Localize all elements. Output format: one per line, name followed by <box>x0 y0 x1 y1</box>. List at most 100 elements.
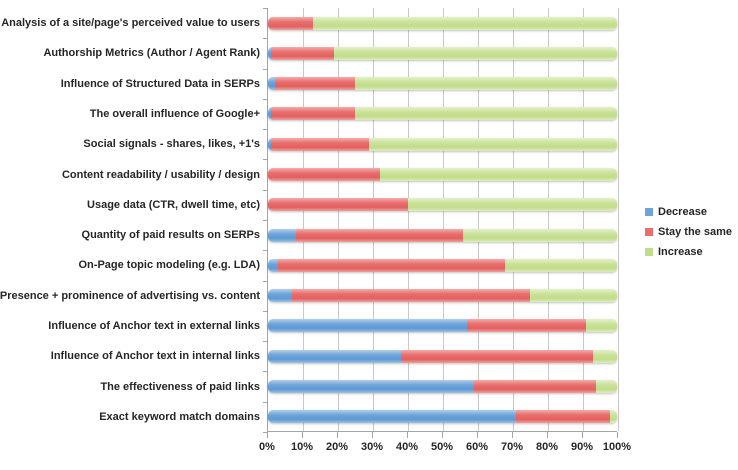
bar-segment-increase <box>379 168 617 182</box>
bar-segment-increase <box>592 349 617 363</box>
y-axis-tick <box>263 68 268 70</box>
bar-segment-stay-the-same <box>268 16 314 30</box>
category-label: On-Page topic modeling (e.g. LDA) <box>78 259 261 272</box>
bar-segment-increase <box>463 228 617 242</box>
x-tick-label: 100% <box>602 441 632 453</box>
bar-segment-decrease <box>268 107 272 121</box>
bar-segment-decrease <box>268 77 275 91</box>
x-tick-label: 30% <box>360 441 384 453</box>
stacked-bar <box>268 410 617 424</box>
gridline <box>303 8 304 431</box>
y-axis-tick <box>263 250 268 252</box>
x-axis-tick <box>442 432 443 438</box>
legend-swatch-decrease <box>645 208 653 216</box>
bar-row <box>268 402 617 432</box>
y-axis-tick <box>263 371 268 373</box>
stacked-bar <box>268 77 617 91</box>
bar-segment-increase <box>585 319 617 333</box>
legend-item: Decrease <box>645 206 732 218</box>
bar-segment-decrease <box>268 137 272 151</box>
bar-segment-decrease <box>268 349 401 363</box>
bar-segment-stay-the-same <box>466 319 586 333</box>
gridline <box>338 8 339 431</box>
category-label: Presence + prominence of advertising vs.… <box>0 289 260 302</box>
bar-segment-stay-the-same <box>268 198 408 212</box>
x-tick-label: 10% <box>290 441 314 453</box>
bar-segment-increase <box>505 258 617 272</box>
x-tick-label: 20% <box>325 441 349 453</box>
gridline <box>548 8 549 431</box>
stacked-bar <box>268 380 617 394</box>
x-axis-tick <box>512 432 513 438</box>
category-label: Quantity of paid results on SERPs <box>81 229 260 242</box>
x-tick-label: 60% <box>465 441 489 453</box>
category-label: Influence of Anchor text in internal lin… <box>50 350 260 363</box>
x-axis-tick <box>267 432 268 438</box>
bar-row <box>268 190 617 220</box>
category-label: Usage data (CTR, dwell time, etc) <box>87 198 260 211</box>
plot-area <box>263 8 619 433</box>
bar-row <box>268 38 617 68</box>
y-axis-tick <box>263 38 268 40</box>
stacked-bar <box>268 198 617 212</box>
bar-segment-decrease <box>268 319 467 333</box>
x-axis-tick <box>547 432 548 438</box>
x-tick-label: 90% <box>570 441 594 453</box>
bar-segment-increase <box>610 410 617 424</box>
x-axis-tick <box>617 432 618 438</box>
bar-segment-decrease <box>268 410 516 424</box>
bar-segment-increase <box>334 46 617 60</box>
y-axis-tick <box>263 280 268 282</box>
legend-label: Decrease <box>658 206 707 218</box>
bar-segment-stay-the-same <box>271 107 356 121</box>
gridline <box>583 8 584 431</box>
bar-row <box>268 99 617 129</box>
y-axis-tick <box>263 401 268 403</box>
stacked-bar <box>268 46 617 60</box>
gridline <box>618 8 619 431</box>
gridline <box>513 8 514 431</box>
legend-label: Stay the same <box>658 226 732 238</box>
y-axis-tick <box>263 8 268 9</box>
stacked-bar <box>268 258 617 272</box>
stacked-bar <box>268 16 617 30</box>
bar-segment-increase <box>355 77 617 91</box>
category-label: Exact keyword match domains <box>99 410 260 423</box>
bar-row <box>268 69 617 99</box>
bar-segment-increase <box>313 16 617 30</box>
bar-row <box>268 220 617 250</box>
category-label: Influence of Anchor text in external lin… <box>48 319 260 332</box>
bar-row <box>268 129 617 159</box>
bar-row <box>268 281 617 311</box>
bar-segment-decrease <box>268 258 279 272</box>
y-axis-tick <box>263 159 268 161</box>
x-axis-tick <box>582 432 583 438</box>
y-axis-tick <box>263 220 268 221</box>
stacked-bar <box>268 168 617 182</box>
stacked-bar <box>268 107 617 121</box>
bar-segment-stay-the-same <box>400 349 593 363</box>
x-axis-tick <box>337 432 338 438</box>
x-axis-tick <box>477 432 478 438</box>
bar-segment-stay-the-same <box>278 258 506 272</box>
x-tick-label: 70% <box>500 441 524 453</box>
bar-segment-stay-the-same <box>274 77 356 91</box>
gridline <box>443 8 444 431</box>
x-axis-tick <box>372 432 373 438</box>
bar-segment-increase <box>529 289 617 303</box>
y-axis-tick <box>263 189 268 191</box>
bar-row <box>268 250 617 280</box>
stacked-bar <box>268 289 617 303</box>
bar-segment-increase <box>355 107 617 121</box>
y-axis-tick <box>263 341 268 343</box>
category-label: Social signals - shares, likes, +1's <box>83 138 260 151</box>
gridline <box>373 8 374 431</box>
bar-segment-stay-the-same <box>271 46 335 60</box>
bar-segment-decrease <box>268 380 474 394</box>
bar-row <box>268 371 617 401</box>
bar-row <box>268 341 617 371</box>
bar-segment-stay-the-same <box>268 168 380 182</box>
category-label: Influence of Structured Data in SERPs <box>60 77 260 90</box>
bar-segment-increase <box>596 380 617 394</box>
